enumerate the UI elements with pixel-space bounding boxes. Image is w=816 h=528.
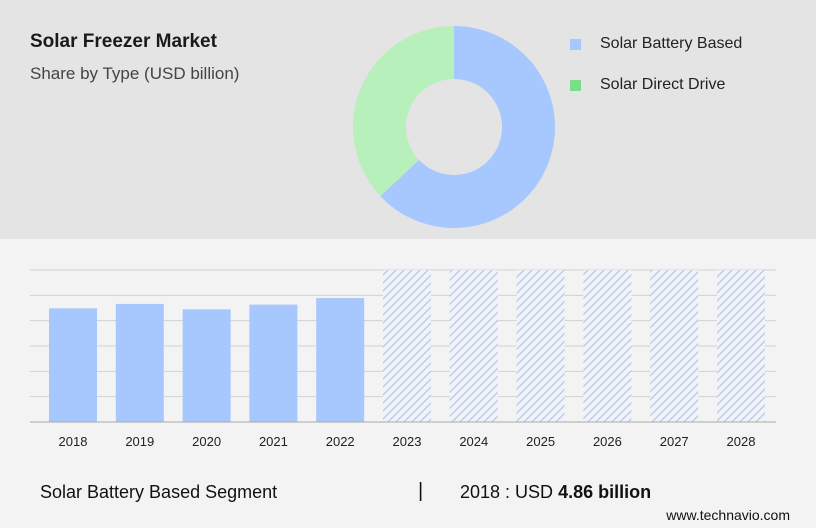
legend-swatch-direct [570, 79, 581, 91]
legend-label-direct: Solar Direct Drive [600, 76, 726, 93]
bar-2020 [182, 309, 231, 422]
footer-separator: | [418, 480, 424, 502]
x-tick-label-2022: 2022 [326, 434, 355, 449]
x-tick-label-2027: 2027 [660, 434, 689, 449]
x-tick-label-2021: 2021 [259, 434, 288, 449]
chart-title: Solar Freezer Market [30, 31, 217, 52]
x-tick-label-2024: 2024 [459, 434, 488, 449]
donut-chart [353, 26, 555, 228]
donut-slice-battery [380, 26, 555, 228]
forecast-bar-2023 [383, 270, 431, 422]
x-tick-label-2025: 2025 [526, 434, 555, 449]
legend-item-battery: Solar Battery Based [570, 34, 742, 54]
x-tick-label-2026: 2026 [593, 434, 622, 449]
footer-year-prefix: 2018 : USD [460, 482, 559, 502]
footer-value: 2018 : USD 4.86 billion [460, 482, 651, 503]
forecast-bar-2028 [717, 270, 765, 422]
donut-slice-direct [353, 26, 454, 197]
x-tick-label-2018: 2018 [59, 434, 88, 449]
legend-item-direct: Solar Direct Drive [570, 75, 742, 95]
footer-value-amount: 4.86 billion [558, 482, 652, 502]
x-tick-label-2028: 2028 [727, 434, 756, 449]
forecast-bar-2026 [583, 270, 632, 422]
x-tick-label-2019: 2019 [125, 434, 154, 449]
forecast-bar-2024 [449, 270, 498, 422]
site-url: www.technavio.com [666, 507, 790, 523]
x-tick-label-2023: 2023 [393, 434, 422, 449]
bar-2021 [249, 304, 298, 422]
chart-subtitle: Share by Type (USD billion) [30, 64, 240, 83]
bar-chart: 2018 2019 2020 2021 2022 2023 2024 2025 2026 2027… [30, 269, 776, 449]
footer-segment-label: Solar Battery Based Segment [40, 482, 278, 502]
legend-label-battery: Solar Battery Based [600, 35, 743, 52]
legend: Solar Battery Based Solar Direct Drive [570, 34, 742, 116]
bar-2019 [115, 303, 164, 422]
bar-2022 [316, 298, 365, 422]
forecast-bar-2027 [650, 270, 699, 422]
x-tick-label-2020: 2020 [192, 434, 221, 449]
bar-2018 [49, 308, 97, 422]
legend-swatch-battery [570, 38, 581, 50]
forecast-bar-2025 [516, 270, 565, 422]
